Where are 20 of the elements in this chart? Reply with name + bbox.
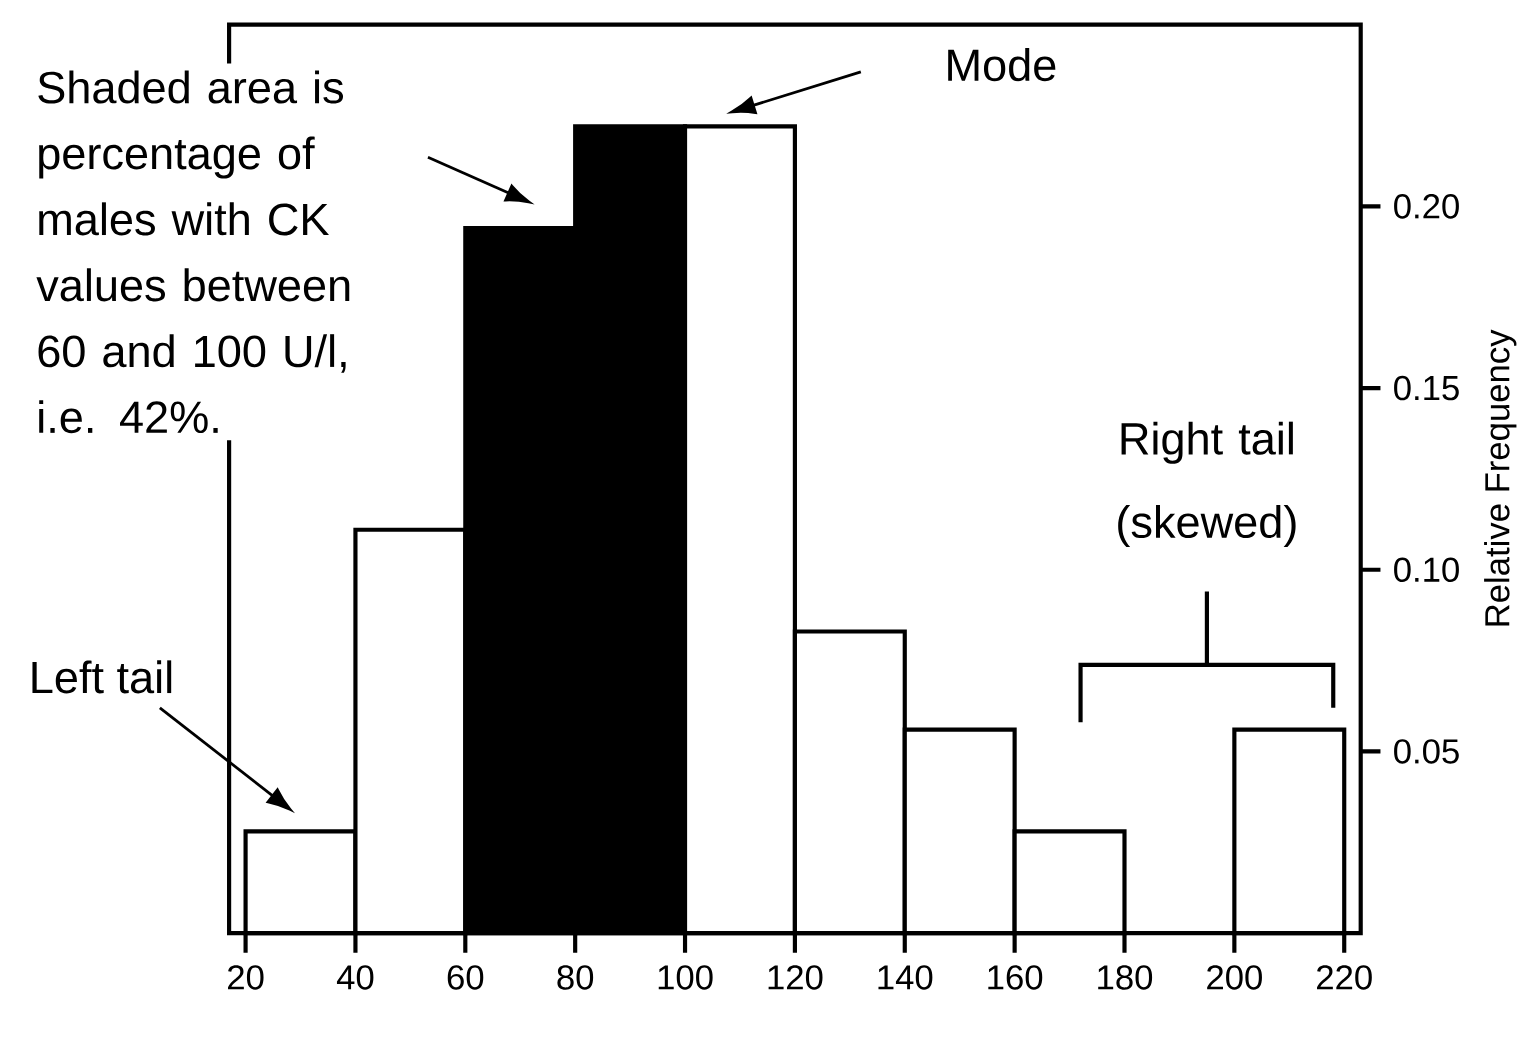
y-tick-label: 0.05	[1394, 739, 1459, 764]
x-tick-label: 220	[1317, 965, 1372, 990]
annotation: Mode	[948, 48, 1056, 82]
y-axis-title: Relative Frequency	[1484, 329, 1517, 626]
y-tick-label: 0.10	[1394, 557, 1459, 583]
y-tick-label: 0.20	[1394, 194, 1459, 219]
text: Left tail	[32, 660, 172, 694]
x-tick-label: 80	[557, 965, 594, 990]
annotation: Shaded area is percentage of males with CK values between 60 and 100 U/l, i.e. 42%.	[36, 70, 350, 434]
x-tick-label: 180	[1098, 965, 1153, 990]
x-tick-label: 120	[768, 965, 823, 990]
x-tick-label: 40	[336, 965, 374, 990]
x-tick-label: 140	[878, 965, 933, 990]
x-tick-label: 100	[658, 965, 713, 990]
x-tick-label: 60	[447, 965, 484, 990]
y-tick-label: 0.15	[1394, 376, 1459, 401]
x-tick-label: 160	[988, 965, 1043, 990]
annotation: Right tail (skewed)	[1118, 421, 1296, 548]
x-tick-label: 200	[1207, 965, 1262, 990]
x-tick-label: 20	[228, 965, 264, 990]
